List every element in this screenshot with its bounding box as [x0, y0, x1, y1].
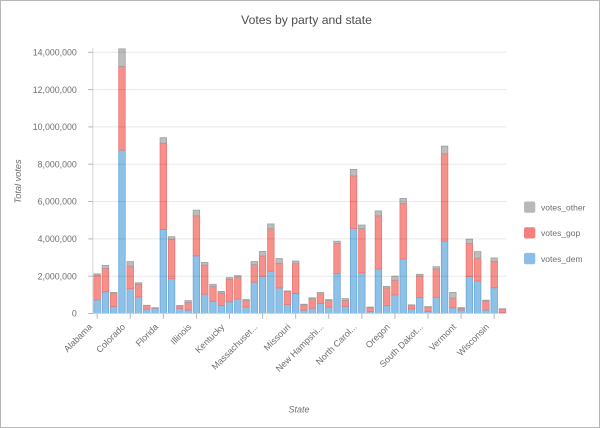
- svg-text:8,000,000: 8,000,000: [37, 159, 76, 169]
- svg-text:Florida: Florida: [133, 322, 160, 349]
- svg-text:Alabama: Alabama: [62, 322, 94, 354]
- svg-text:Total votes: Total votes: [13, 159, 23, 203]
- svg-text:votes_dem: votes_dem: [541, 254, 583, 264]
- svg-text:2,000,000: 2,000,000: [37, 271, 76, 281]
- svg-text:Illinois: Illinois: [168, 321, 193, 346]
- svg-text:6,000,000: 6,000,000: [37, 196, 76, 206]
- svg-text:12,000,000: 12,000,000: [32, 85, 76, 95]
- svg-text:Missouri: Missouri: [262, 322, 293, 353]
- svg-text:votes_other: votes_other: [541, 202, 586, 212]
- svg-text:4,000,000: 4,000,000: [37, 234, 76, 244]
- svg-text:State: State: [288, 404, 309, 414]
- svg-text:10,000,000: 10,000,000: [32, 122, 76, 132]
- svg-text:votes_gop: votes_gop: [541, 228, 580, 238]
- svg-text:0: 0: [72, 308, 77, 318]
- svg-text:Colorado: Colorado: [94, 322, 127, 355]
- svg-text:Oregon: Oregon: [363, 322, 391, 350]
- svg-text:Wisconsin: Wisconsin: [455, 322, 491, 358]
- svg-text:14,000,000: 14,000,000: [32, 47, 76, 57]
- svg-text:Votes by party and state: Votes by party and state: [241, 13, 372, 27]
- svg-text:Kentucky: Kentucky: [193, 321, 227, 355]
- svg-text:Vermont: Vermont: [427, 321, 458, 352]
